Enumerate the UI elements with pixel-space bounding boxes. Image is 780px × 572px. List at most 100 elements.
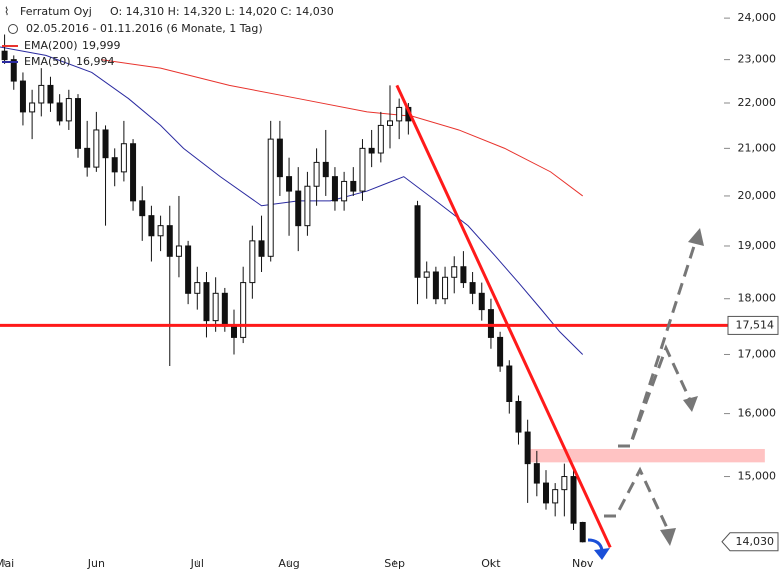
candle-body [19, 80, 26, 113]
candle-body [47, 84, 54, 104]
candle-body [10, 59, 17, 82]
clock-icon [8, 24, 18, 34]
candle-body [148, 215, 155, 237]
y-tick-label: 19,000 [738, 239, 777, 252]
y-tick-label: 15,000 [738, 470, 777, 483]
candle-body [1, 50, 8, 61]
candle-body [120, 143, 127, 173]
scenario-path [618, 239, 698, 448]
y-tick-label: 23,000 [738, 53, 777, 66]
last-price-label: 14,030 [736, 535, 775, 548]
candle-body [350, 180, 357, 192]
scenario-path [618, 344, 692, 448]
y-tick-label: 18,000 [738, 292, 777, 305]
candle-body [166, 225, 173, 257]
candle-body [478, 292, 485, 311]
candle-body [313, 161, 320, 187]
x-tick-label: Aug [278, 557, 299, 570]
y-tick-label: 21,000 [738, 141, 777, 154]
candle-body [65, 98, 72, 122]
ohlc: O: 14,310 H: 14,320 L: 14,020 C: 14,030 [110, 5, 334, 18]
candle-body [359, 147, 366, 192]
candle-body [157, 225, 164, 237]
x-tick-label: Nov [572, 557, 594, 570]
candle-body [460, 266, 467, 284]
candle-body [377, 124, 384, 154]
candle-body [341, 180, 348, 202]
candle-body [570, 476, 577, 524]
candle-body [267, 138, 274, 257]
candle-body [442, 276, 449, 300]
header: ⌇ Ferratum Oyj O: 14,310 H: 14,320 L: 14… [2, 5, 334, 68]
candle-body [194, 282, 201, 294]
candle-body [543, 482, 549, 504]
y-tick-label: 20,000 [738, 189, 777, 202]
candle-body [331, 176, 338, 202]
y-tick-label: 24,000 [738, 11, 777, 24]
candle-body [524, 431, 531, 465]
arrow-head [594, 548, 610, 560]
candle-body [533, 463, 540, 484]
candle-body [212, 292, 219, 322]
candle-body [240, 282, 247, 338]
scenario-arrows [604, 239, 698, 531]
candle-body [276, 138, 283, 178]
candle-body [249, 240, 256, 284]
candle-body [432, 271, 439, 300]
candle-body [84, 147, 91, 168]
title: Ferratum Oyj [20, 5, 92, 18]
candle-body [231, 325, 237, 338]
ema-line [0, 46, 584, 355]
scenario-path [604, 466, 670, 531]
y-tick-label: 16,000 [738, 407, 777, 420]
candle-body [304, 185, 311, 227]
price-label: 17,514 [736, 318, 775, 331]
range: 02.05.2016 - 01.11.2016 (6 Monate, 1 Tag… [26, 22, 263, 35]
candle-body [258, 240, 265, 257]
legend-value: 16,994 [76, 55, 115, 68]
candle-body [423, 271, 430, 278]
trendline [395, 84, 612, 548]
candle-body [451, 266, 458, 278]
candle-body [579, 521, 586, 543]
candle-body [102, 129, 109, 159]
x-tick-label: Okt [481, 557, 501, 570]
candle-body [414, 205, 421, 278]
candle-body [286, 176, 293, 192]
plot-area: 24,000 23,000 22,000 21,000 20,000 19,000 18,0… [0, 11, 779, 570]
candle-body [185, 245, 192, 294]
icon: ⌇ [4, 5, 9, 18]
x-tick-label: Mai [0, 557, 14, 570]
candle-body [139, 200, 146, 217]
candle-body [38, 84, 45, 104]
arrow-head [660, 528, 676, 546]
candle-body [561, 476, 568, 491]
candle-body [506, 365, 513, 402]
candle-body [175, 245, 182, 257]
candle-body [295, 190, 302, 227]
arrow-head [688, 228, 704, 246]
candle-body [29, 102, 36, 113]
arrow-heads [660, 228, 704, 546]
resistance-zone [524, 448, 765, 463]
candle-body [56, 102, 63, 122]
x-tick-label: Jul [190, 557, 204, 570]
arrow-head [683, 396, 698, 412]
candle-body [75, 98, 81, 149]
candle-body [130, 143, 137, 202]
candle-body [221, 292, 228, 327]
candle-body [111, 157, 118, 173]
candle-body [497, 336, 504, 367]
x-tick-label: Sep [384, 557, 405, 570]
ema-line [100, 59, 584, 197]
last-price-box [721, 532, 779, 552]
y-tick-label: 17,000 [738, 347, 777, 360]
candle-body [487, 309, 494, 338]
candle-body [396, 106, 403, 122]
candle-body [93, 129, 100, 168]
candle-body [387, 120, 393, 126]
legend-value: 19,999 [82, 39, 121, 52]
candle-body [469, 282, 476, 294]
legend-name: EMA(200) [24, 39, 78, 52]
